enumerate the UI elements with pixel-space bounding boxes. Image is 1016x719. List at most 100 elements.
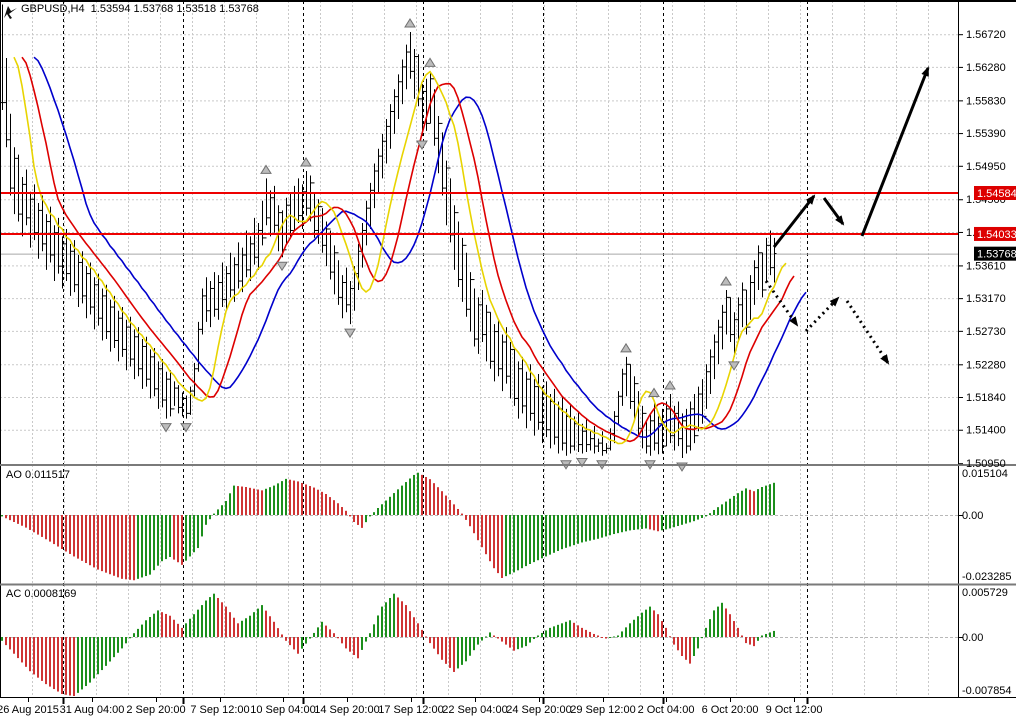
ao-histogram-bar	[625, 515, 627, 532]
ac-histogram-bar	[45, 637, 47, 685]
ao-histogram-bar	[389, 496, 391, 515]
ac-histogram-bar	[553, 626, 555, 637]
ac-histogram-bar	[145, 620, 147, 637]
ac-histogram-bar	[373, 624, 375, 637]
ao-histogram-bar	[609, 515, 611, 536]
ac-histogram-bar	[85, 637, 87, 687]
ao-histogram-bar	[229, 493, 231, 515]
ao-histogram-bar	[265, 488, 267, 515]
forecast-arrow-dotted[interactable]	[764, 280, 799, 327]
ac-histogram-bar	[673, 637, 675, 645]
ac-histogram-bar	[409, 611, 411, 637]
ao-histogram-bar	[725, 501, 727, 515]
ao-histogram-bar	[685, 515, 687, 524]
ao-histogram-bar	[365, 515, 367, 523]
ac-histogram-bar	[301, 637, 303, 649]
ac-histogram-bar	[405, 605, 407, 637]
ac-histogram-bar	[645, 609, 647, 637]
ac-histogram-bar	[497, 637, 499, 639]
ao-histogram-bar	[137, 515, 139, 579]
forecast-arrows[interactable]	[764, 66, 930, 365]
ao-histogram-bar	[85, 515, 87, 564]
ac-histogram-bar	[417, 623, 419, 637]
ao-histogram-bar	[133, 515, 135, 581]
forecast-arrow-solid[interactable]	[860, 66, 930, 237]
level-lines[interactable]	[0, 192, 958, 235]
ac-histogram-bar	[241, 620, 243, 637]
forecast-arrow-solid[interactable]	[772, 194, 816, 248]
forecast-arrow-dotted[interactable]	[804, 296, 840, 333]
ao-histogram-bar	[641, 515, 643, 529]
ac-histogram-bar	[261, 605, 263, 637]
ac-histogram-bar	[565, 621, 567, 637]
ac-histogram-bar	[101, 637, 103, 671]
ac-histogram-bar	[697, 637, 699, 649]
date-label: 24 Sep 20:00	[506, 704, 571, 716]
ac-histogram-bar	[765, 633, 767, 637]
ma-fast-line	[13, 56, 787, 445]
ac-histogram-bar	[321, 621, 323, 637]
ao-histogram-bar	[377, 508, 379, 515]
ac-histogram-bar	[545, 630, 547, 637]
ao-histogram-bar	[505, 515, 507, 577]
ac-histogram-bar	[237, 623, 239, 637]
ao-histogram-bar	[17, 515, 19, 524]
ao-histogram-bar	[293, 480, 295, 515]
ao-histogram-bar	[169, 515, 171, 557]
ac-histogram-bar	[289, 637, 291, 646]
ao-histogram-bar	[437, 487, 439, 515]
ao-histogram-bar	[457, 508, 459, 515]
ac-histogram-bar	[745, 637, 747, 644]
ao-histogram-bar	[577, 515, 579, 544]
forecast-arrow-dotted[interactable]	[845, 300, 890, 365]
ac-histogram-bar	[397, 597, 399, 637]
ac-histogram-bar	[169, 615, 171, 637]
price-tick-label: 1.52730	[966, 326, 1006, 338]
ac-histogram-bar	[69, 637, 71, 696]
ac-histogram-bar	[437, 637, 439, 655]
ao-histogram-bar	[57, 515, 59, 547]
indicator-histograms	[1, 472, 775, 696]
ao-histogram-bar	[441, 491, 443, 515]
ao-histogram-bar	[549, 515, 551, 555]
ac-histogram-bar	[501, 637, 503, 642]
ac-histogram-bar	[525, 637, 527, 647]
ao-histogram-bar	[385, 500, 387, 515]
ao-histogram-bar	[585, 515, 587, 542]
cursor-icon	[4, 6, 17, 19]
ao-histogram-bar	[113, 515, 115, 576]
ao-histogram-bar	[381, 504, 383, 515]
ac-histogram-bar	[109, 637, 111, 662]
ao-histogram-bar	[177, 515, 179, 563]
ao-histogram-bar	[361, 515, 363, 528]
ao-histogram-bar	[189, 515, 191, 557]
ac-histogram-bar	[665, 627, 667, 637]
ac-histogram-bar	[569, 620, 571, 637]
price-tick-label: 1.52280	[966, 359, 1006, 371]
ao-histogram-bar	[65, 515, 67, 552]
ao-histogram-bar	[701, 515, 703, 518]
ao-histogram-bar	[193, 515, 195, 553]
ac-histogram-bar	[89, 637, 91, 683]
ac-histogram-bar	[393, 593, 395, 637]
forecast-arrow-solid[interactable]	[822, 197, 845, 226]
ac-histogram-bar	[293, 637, 295, 650]
ac-histogram-bar	[81, 637, 83, 690]
fractal-up-icon	[620, 342, 632, 353]
ma-slow-line	[33, 56, 807, 439]
ac-histogram-bar	[445, 637, 447, 664]
current-price-label: 1.53768	[977, 249, 1016, 261]
fractal-up-icon	[404, 18, 416, 28]
ao-histogram-bar	[69, 515, 71, 554]
ao-histogram-bar	[433, 483, 435, 515]
ao-histogram-bar	[665, 515, 667, 530]
ac-histogram-bar	[489, 632, 491, 637]
ao-histogram-bar	[681, 515, 683, 525]
time-axis[interactable]: 26 Aug 2015 31 Aug 04:00 2 Sep 20:00 7 Sep …	[0, 698, 822, 716]
ao-histogram-bar	[689, 515, 691, 523]
ac-histogram-bar	[129, 637, 131, 639]
ao-histogram-bar	[565, 515, 567, 548]
ac-histogram-bar	[333, 633, 335, 637]
price-axis[interactable]: 1.56720 1.56280 1.55830 1.55390 1.54950 1.545…	[958, 29, 1016, 697]
